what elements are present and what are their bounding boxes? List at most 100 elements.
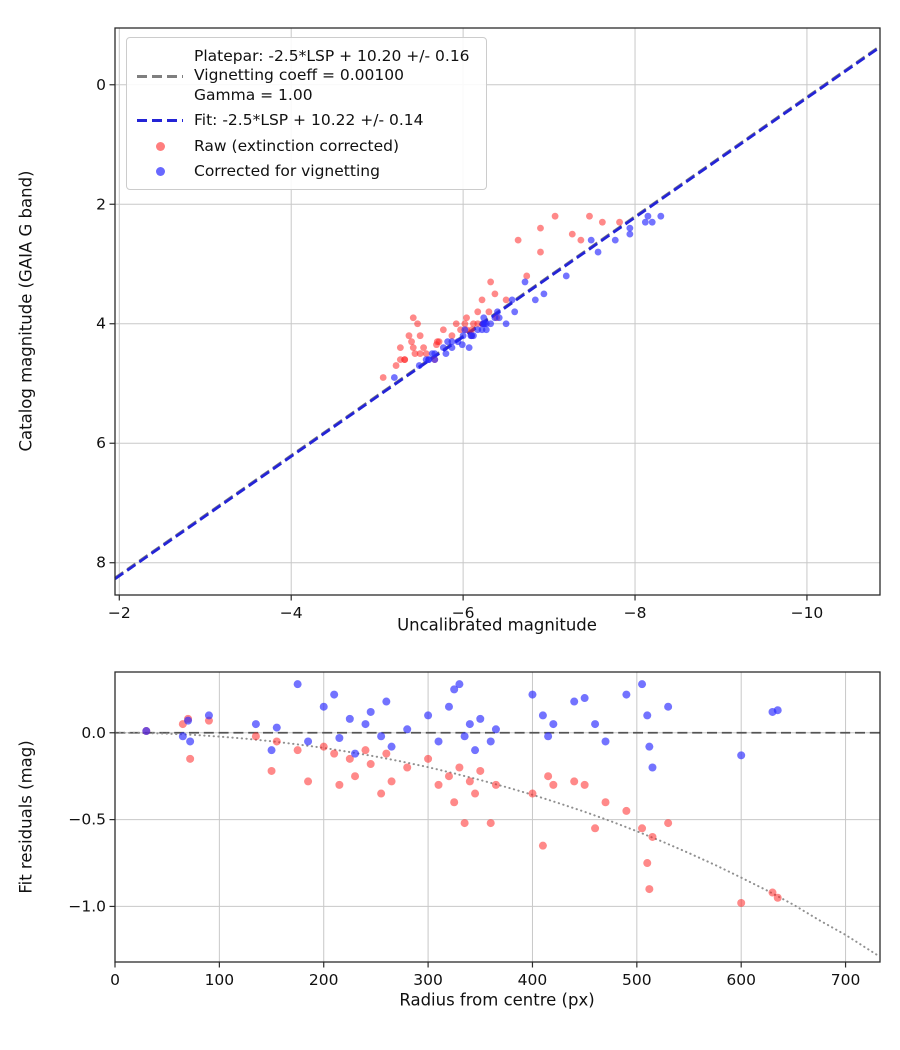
data-point — [486, 737, 495, 746]
legend-marker-sample — [137, 167, 183, 177]
y-tick-label: 2 — [96, 195, 106, 213]
data-point — [330, 749, 339, 758]
data-point — [330, 690, 339, 699]
data-point — [184, 716, 193, 725]
data-point — [409, 344, 417, 352]
legend-label: Platepar: -2.5*LSP + 10.20 +/- 0.16 Vigne… — [194, 47, 470, 105]
data-point — [408, 338, 415, 346]
data-point — [415, 362, 423, 369]
x-tick-label: 0 — [110, 971, 120, 989]
data-point — [476, 714, 485, 723]
data-point — [471, 789, 480, 798]
legend-label: Fit: -2.5*LSP + 10.22 +/- 0.14 — [194, 111, 424, 130]
y-tick-label: 0 — [96, 76, 106, 94]
data-point — [474, 308, 482, 316]
data-point — [768, 888, 777, 897]
data-point — [580, 694, 589, 703]
data-point — [251, 720, 260, 729]
data-point — [523, 272, 531, 280]
y-tick-label: 8 — [96, 554, 106, 572]
y-tick-label: −1.0 — [68, 897, 106, 915]
x-tick-label: 100 — [205, 971, 235, 989]
data-point — [514, 236, 522, 244]
data-point — [403, 763, 412, 772]
data-point — [444, 772, 453, 781]
data-point — [428, 350, 436, 358]
data-point — [502, 296, 510, 304]
data-point — [204, 711, 213, 720]
legend-label-line: Fit: -2.5*LSP + 10.22 +/- 0.14 — [194, 111, 424, 130]
data-point — [251, 732, 260, 741]
data-point — [454, 338, 462, 346]
data-point — [598, 218, 606, 226]
legend-label-line: Platepar: -2.5*LSP + 10.20 +/- 0.16 — [194, 47, 470, 65]
data-point — [586, 212, 593, 220]
data-point — [142, 727, 151, 736]
data-point — [396, 344, 404, 352]
data-point — [580, 780, 589, 789]
data-point — [319, 742, 328, 751]
data-point — [351, 772, 360, 781]
data-point — [465, 777, 474, 786]
legend: Platepar: -2.5*LSP + 10.20 +/- 0.16 Vigne… — [126, 37, 487, 191]
data-point — [537, 224, 544, 232]
data-point — [538, 711, 547, 720]
data-point — [485, 308, 493, 316]
data-point — [420, 344, 427, 352]
data-point — [538, 841, 547, 850]
bottom-plot: 0 100 200 300 400 500 600 700 0.0 −0.5 −1.0 — [68, 671, 881, 989]
data-point — [570, 777, 579, 786]
data-point — [387, 742, 396, 751]
data-point — [577, 236, 585, 244]
data-point — [439, 326, 447, 334]
data-point — [568, 230, 576, 238]
data-point — [186, 737, 195, 746]
data-point — [267, 766, 276, 775]
data-point — [480, 320, 488, 328]
data-point — [664, 819, 673, 828]
data-point — [601, 737, 610, 746]
data-point — [461, 326, 469, 334]
data-point — [178, 732, 187, 741]
data-point — [319, 702, 328, 711]
data-point — [361, 720, 370, 729]
data-point — [657, 212, 665, 220]
data-point — [460, 819, 469, 828]
data-point — [502, 320, 510, 328]
data-point — [424, 711, 433, 720]
data-point — [416, 350, 424, 358]
data-point — [439, 344, 447, 352]
data-point — [452, 320, 460, 328]
data-point — [594, 248, 602, 256]
x-tick-label: 700 — [831, 971, 861, 989]
data-point — [401, 356, 409, 363]
data-point — [491, 314, 499, 322]
data-point — [622, 690, 631, 699]
data-point — [531, 296, 539, 304]
data-point — [480, 314, 488, 322]
legend-item: Fit: -2.5*LSP + 10.22 +/- 0.14 — [137, 111, 470, 130]
data-point — [448, 338, 456, 346]
data-point — [444, 702, 453, 711]
data-point — [431, 356, 439, 363]
y-tick-label: 6 — [96, 434, 106, 452]
data-point — [491, 290, 499, 298]
vignetting-model-curve — [114, 731, 881, 958]
data-point — [382, 749, 391, 758]
bottom-ylabel: Fit residuals (mag) — [16, 740, 36, 894]
x-tick-label: 400 — [518, 971, 548, 989]
data-point — [773, 706, 782, 715]
data-point — [644, 212, 652, 220]
legend-label: Corrected for vignetting — [194, 162, 380, 181]
data-point — [422, 350, 430, 358]
y-tick-label: 0.0 — [81, 724, 106, 742]
legend-dashed-line-sample — [137, 119, 183, 123]
data-point — [601, 798, 610, 807]
data-point — [293, 746, 302, 755]
data-point — [478, 296, 486, 304]
data-point — [455, 680, 464, 689]
x-tick-label: −10 — [791, 604, 824, 622]
data-point — [382, 697, 391, 706]
plot-border — [114, 671, 881, 963]
data-point — [645, 742, 654, 751]
